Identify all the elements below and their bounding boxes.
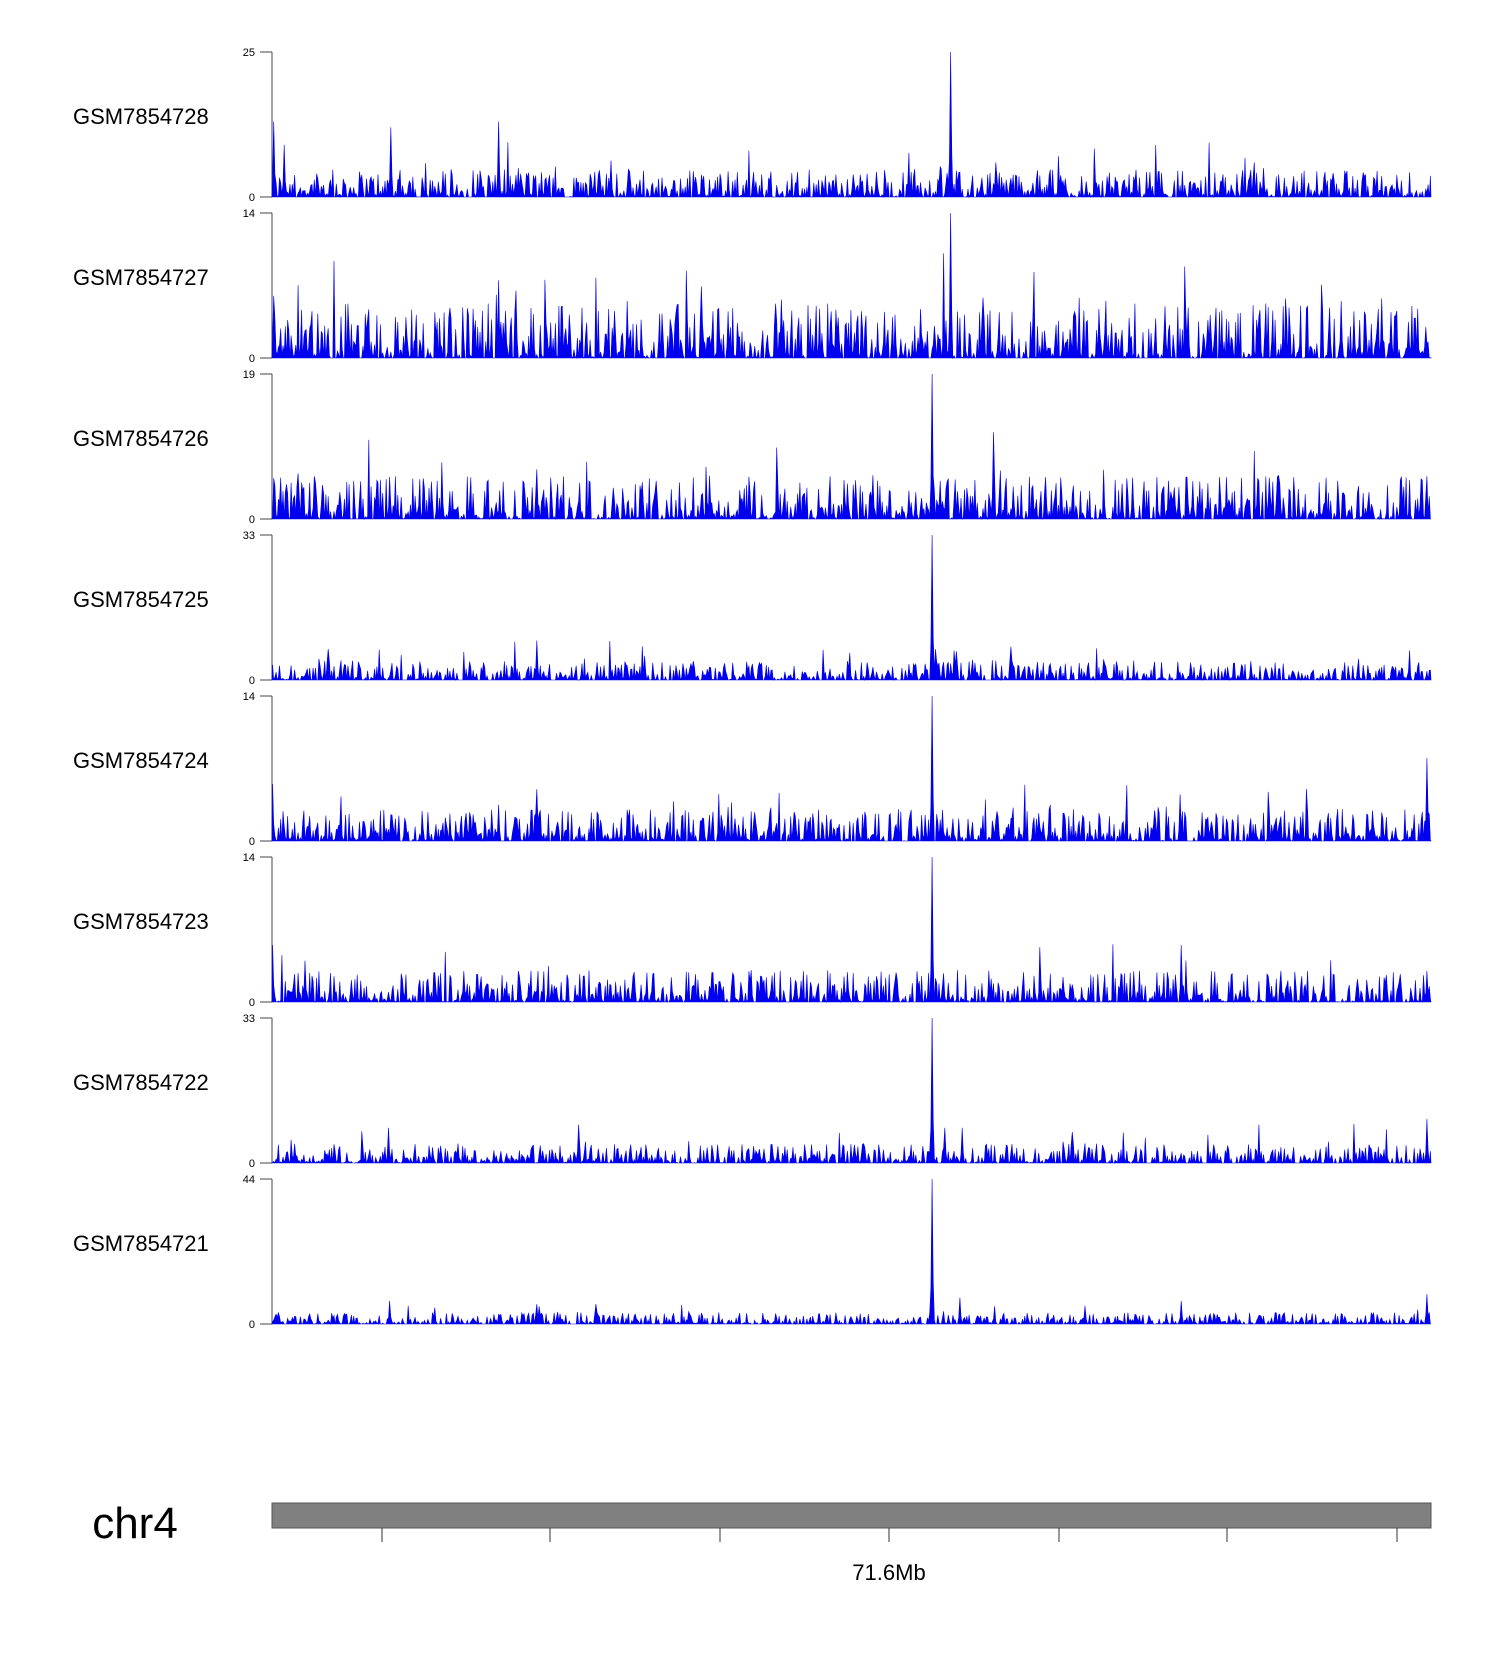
y-tick-label-max: 19: [243, 369, 255, 381]
y-tick-label-min: 0: [249, 997, 255, 1009]
signal-area: [271, 51, 1432, 199]
signal-area: [271, 534, 1432, 682]
tracks: GSM7854728250GSM7854727140GSM7854726190G…: [73, 47, 1432, 1331]
signal-area: [271, 695, 1432, 843]
chromosome-label: chr4: [92, 1499, 178, 1548]
x-axis-ticks: 71.6Mb: [381, 1528, 1398, 1585]
y-tick-label-max: 33: [243, 530, 255, 542]
signal-area: [271, 373, 1432, 521]
track-GSM7854726: GSM7854726 19 0: [73, 369, 1432, 526]
track-GSM7854724: GSM7854724 14 0: [73, 691, 1432, 848]
track-label: GSM7854727: [73, 265, 209, 290]
y-tick-label-min: 0: [249, 353, 255, 365]
track-GSM7854728: GSM7854728 25 0: [73, 47, 1432, 204]
signal-area: [271, 1017, 1432, 1165]
y-tick-label-min: 0: [249, 836, 255, 848]
y-tick-label-min: 0: [249, 1319, 255, 1331]
track-label: GSM7854722: [73, 1070, 209, 1095]
y-tick-label-min: 0: [249, 675, 255, 687]
track-GSM7854722: GSM7854722 33 0: [73, 1013, 1432, 1170]
track-label: GSM7854725: [73, 587, 209, 612]
track-GSM7854723: GSM7854723 14 0: [73, 852, 1432, 1009]
chromosome-ideogram: chr4 71.6Mb: [92, 1499, 1432, 1585]
track-label: GSM7854728: [73, 104, 209, 129]
track-GSM7854721: GSM7854721 44 0: [73, 1174, 1431, 1331]
x-tick-label: 71.6Mb: [852, 1560, 925, 1585]
y-tick-label-min: 0: [249, 1158, 255, 1170]
track-label: GSM7854723: [73, 909, 209, 934]
track-label: GSM7854724: [73, 748, 209, 773]
y-tick-label-min: 0: [249, 192, 255, 204]
signal-area: [271, 856, 1432, 1004]
y-tick-label-max: 14: [243, 208, 255, 220]
chromosome-bar: [271, 1502, 1432, 1529]
signal-area: [271, 1178, 1431, 1326]
y-tick-label-max: 33: [243, 1013, 255, 1025]
y-tick-label-max: 14: [243, 691, 255, 703]
y-tick-label-min: 0: [249, 514, 255, 526]
track-GSM7854725: GSM7854725 33 0: [73, 530, 1432, 687]
signal-area: [271, 212, 1432, 360]
y-tick-label-max: 44: [243, 1174, 255, 1186]
track-GSM7854727: GSM7854727 14 0: [73, 208, 1432, 365]
y-tick-label-max: 25: [243, 47, 255, 59]
track-label: GSM7854726: [73, 426, 209, 451]
track-label: GSM7854721: [73, 1231, 209, 1256]
y-tick-label-max: 14: [243, 852, 255, 864]
